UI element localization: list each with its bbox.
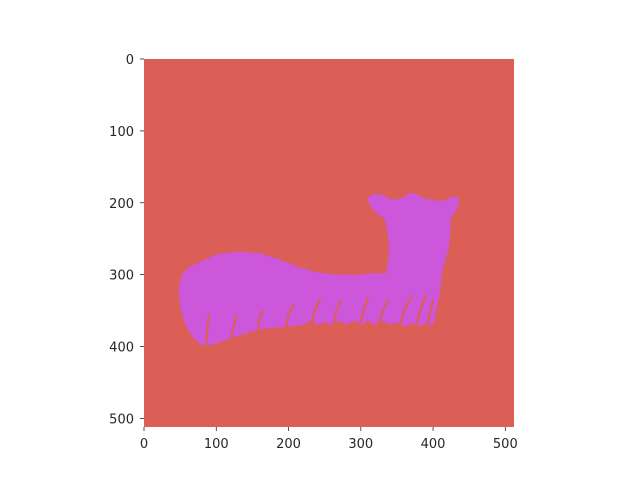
- x-tick-label: 200: [276, 437, 301, 452]
- grass-blade: [358, 296, 370, 326]
- y-tick-label: 200: [109, 197, 134, 212]
- x-tick-label: 300: [348, 437, 373, 452]
- y-tick-label: 500: [109, 412, 134, 427]
- plot-area: [144, 59, 514, 427]
- grass-blade: [332, 299, 342, 326]
- x-tick-label: 0: [140, 437, 148, 452]
- y-tick-label: 300: [109, 269, 134, 284]
- background-region: [144, 59, 514, 427]
- x-tick-label: 500: [493, 437, 518, 452]
- grass-blade: [284, 303, 294, 329]
- grass-blade: [229, 313, 238, 342]
- grass-blade: [205, 313, 211, 347]
- grass-blade: [426, 299, 435, 328]
- x-tick-label: 400: [421, 437, 446, 452]
- grass-blade: [398, 295, 413, 328]
- x-axis: 0 100 200 300 400 500: [140, 427, 518, 452]
- grass-blade: [377, 298, 390, 326]
- grass-blade: [414, 293, 427, 328]
- y-tick-label: 400: [109, 341, 134, 356]
- x-tick-label: 100: [204, 437, 229, 452]
- foreground-region: [178, 192, 460, 346]
- grass-blade: [310, 298, 322, 326]
- y-tick-label: 0: [126, 53, 134, 68]
- y-axis: 0 100 200 300 400 500: [109, 53, 144, 427]
- y-tick-label: 100: [109, 125, 134, 140]
- grass-blade: [257, 309, 264, 332]
